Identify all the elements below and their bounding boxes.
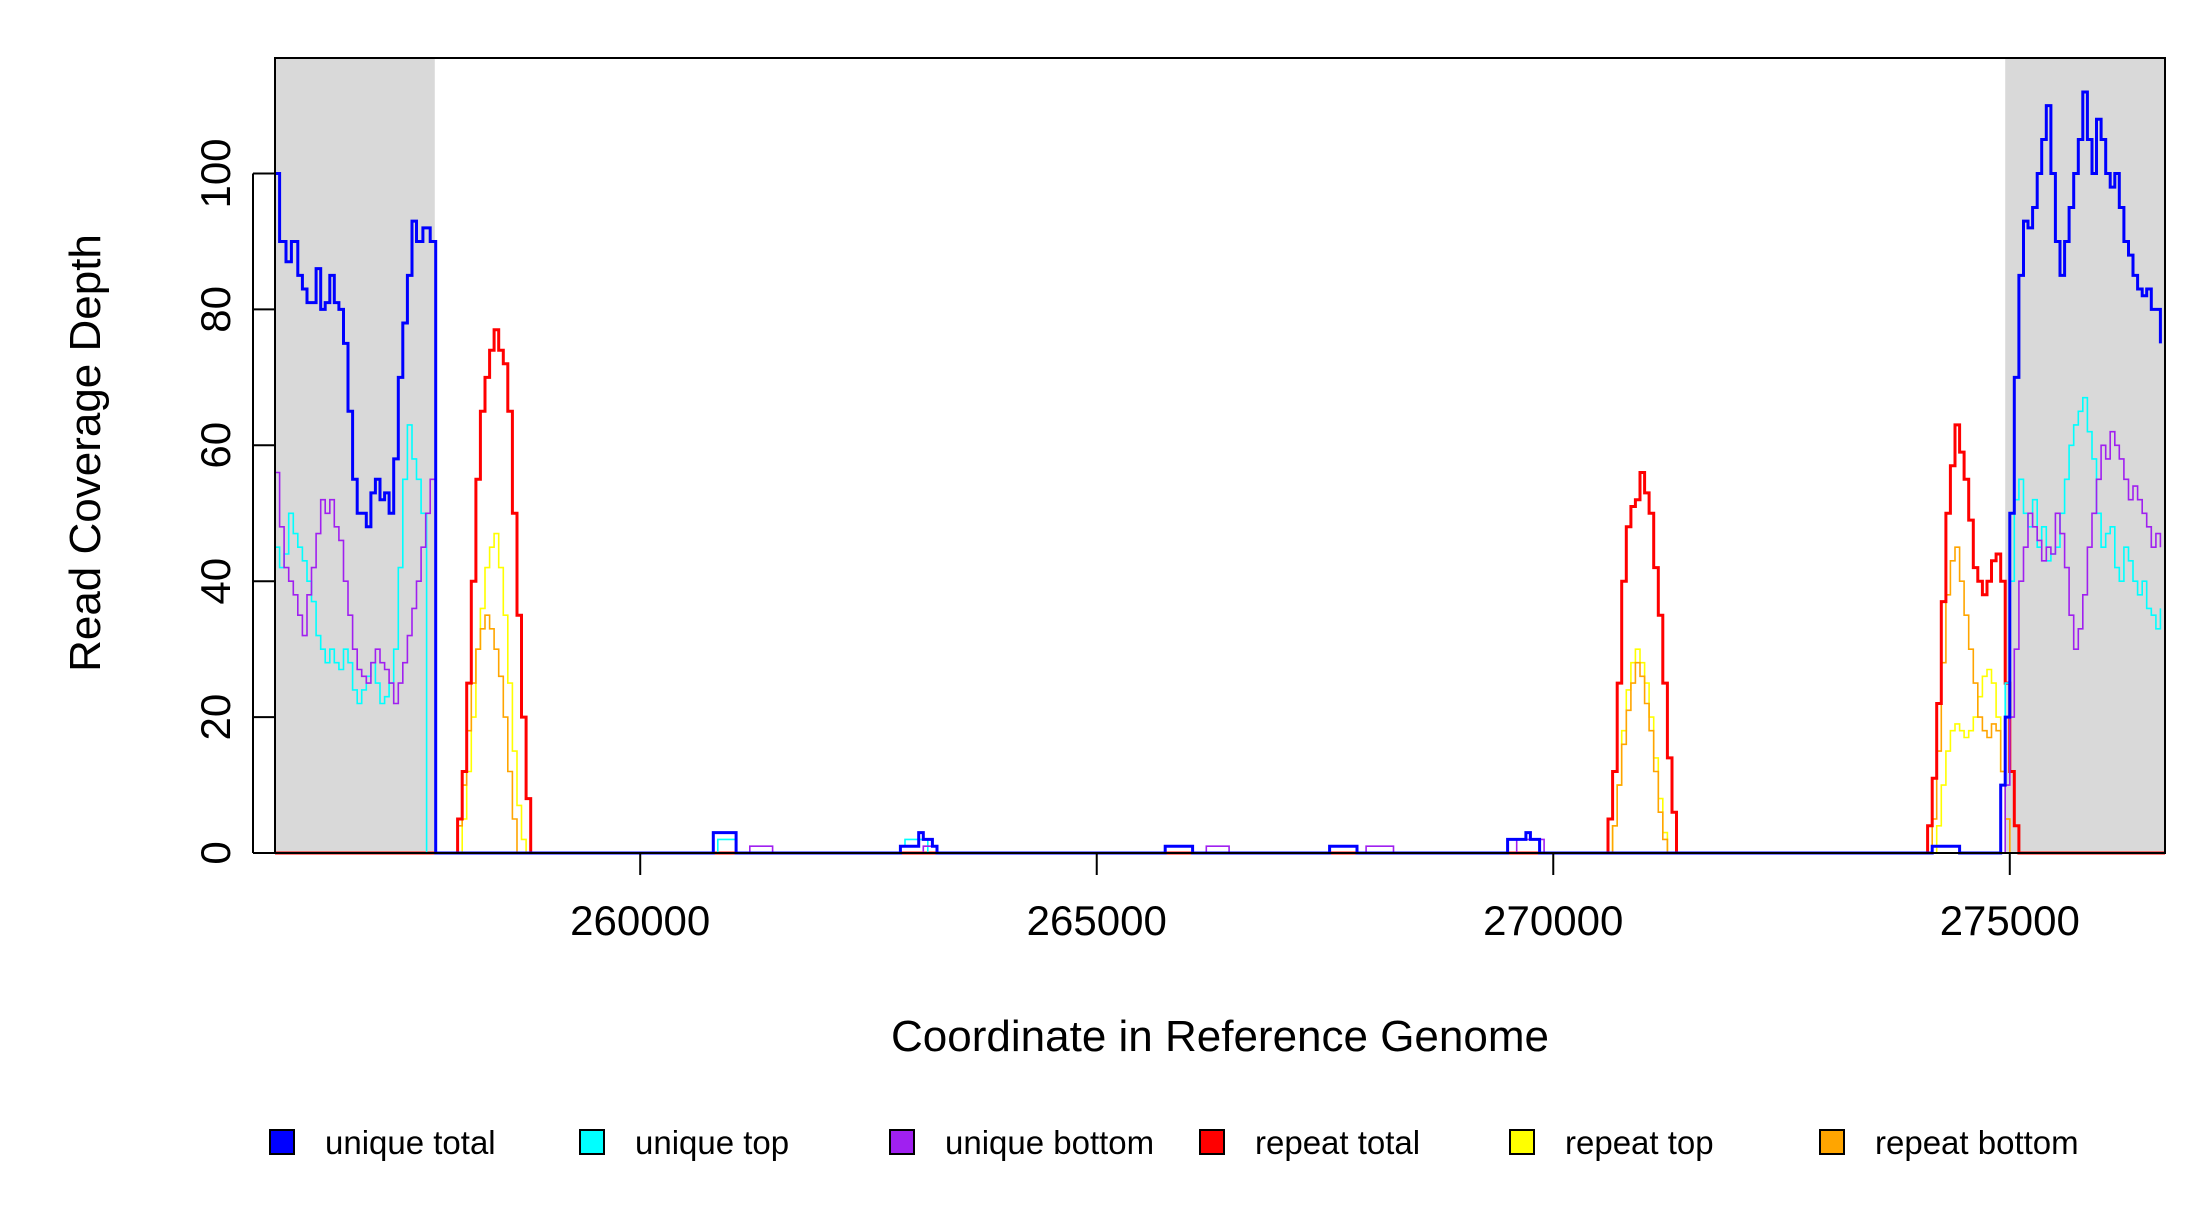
legend-label: repeat total bbox=[1255, 1124, 1420, 1161]
legend-key-unique-top bbox=[579, 1129, 605, 1155]
x-axis: 260000 265000 270000 275000 bbox=[570, 853, 2080, 944]
legend-label: repeat top bbox=[1565, 1124, 1714, 1161]
legend-label: unique top bbox=[635, 1124, 789, 1161]
series-line-unique-bottom bbox=[275, 430, 2162, 854]
legend-label: repeat bottom bbox=[1875, 1124, 2079, 1161]
y-axis-label: Read Coverage Depth bbox=[61, 234, 110, 672]
x-tick-label: 260000 bbox=[570, 897, 710, 944]
series-line-unique-top bbox=[275, 396, 2162, 854]
shaded-region-1 bbox=[275, 58, 435, 853]
series-lines bbox=[275, 90, 2165, 855]
y-tick-label: 40 bbox=[192, 558, 239, 605]
y-tick-label: 80 bbox=[192, 286, 239, 333]
shaded-region-2 bbox=[2005, 58, 2165, 853]
y-tick-label: 0 bbox=[192, 841, 239, 864]
y-tick-label: 20 bbox=[192, 694, 239, 741]
shaded-regions bbox=[275, 58, 2165, 853]
series-line-repeat-top bbox=[275, 532, 2165, 854]
legend-label: unique bottom bbox=[945, 1124, 1154, 1161]
legend-key-repeat-bottom bbox=[1819, 1129, 1845, 1155]
y-tick-label: 100 bbox=[192, 138, 239, 208]
x-axis-label: Coordinate in Reference Genome bbox=[891, 1012, 1549, 1061]
legend-key-repeat-top bbox=[1509, 1129, 1535, 1155]
legend-key-repeat-total bbox=[1199, 1129, 1225, 1155]
plot-frame bbox=[274, 57, 2166, 854]
legend-key-unique-bottom bbox=[889, 1129, 915, 1155]
legend-label: unique total bbox=[325, 1124, 496, 1161]
series-line-repeat-total bbox=[275, 328, 2165, 855]
y-axis: 0 20 40 60 80 100 bbox=[192, 138, 275, 865]
series-line-repeat-bottom bbox=[275, 546, 2165, 854]
y-tick-label: 60 bbox=[192, 422, 239, 469]
legend-key-unique-total bbox=[269, 1129, 295, 1155]
legend: unique total unique top unique bottom repea… bbox=[269, 1124, 2079, 1161]
x-tick-label: 270000 bbox=[1483, 897, 1623, 944]
x-tick-label: 265000 bbox=[1027, 897, 1167, 944]
x-tick-label: 275000 bbox=[1940, 897, 2080, 944]
series-line-unique-total bbox=[275, 90, 2162, 855]
